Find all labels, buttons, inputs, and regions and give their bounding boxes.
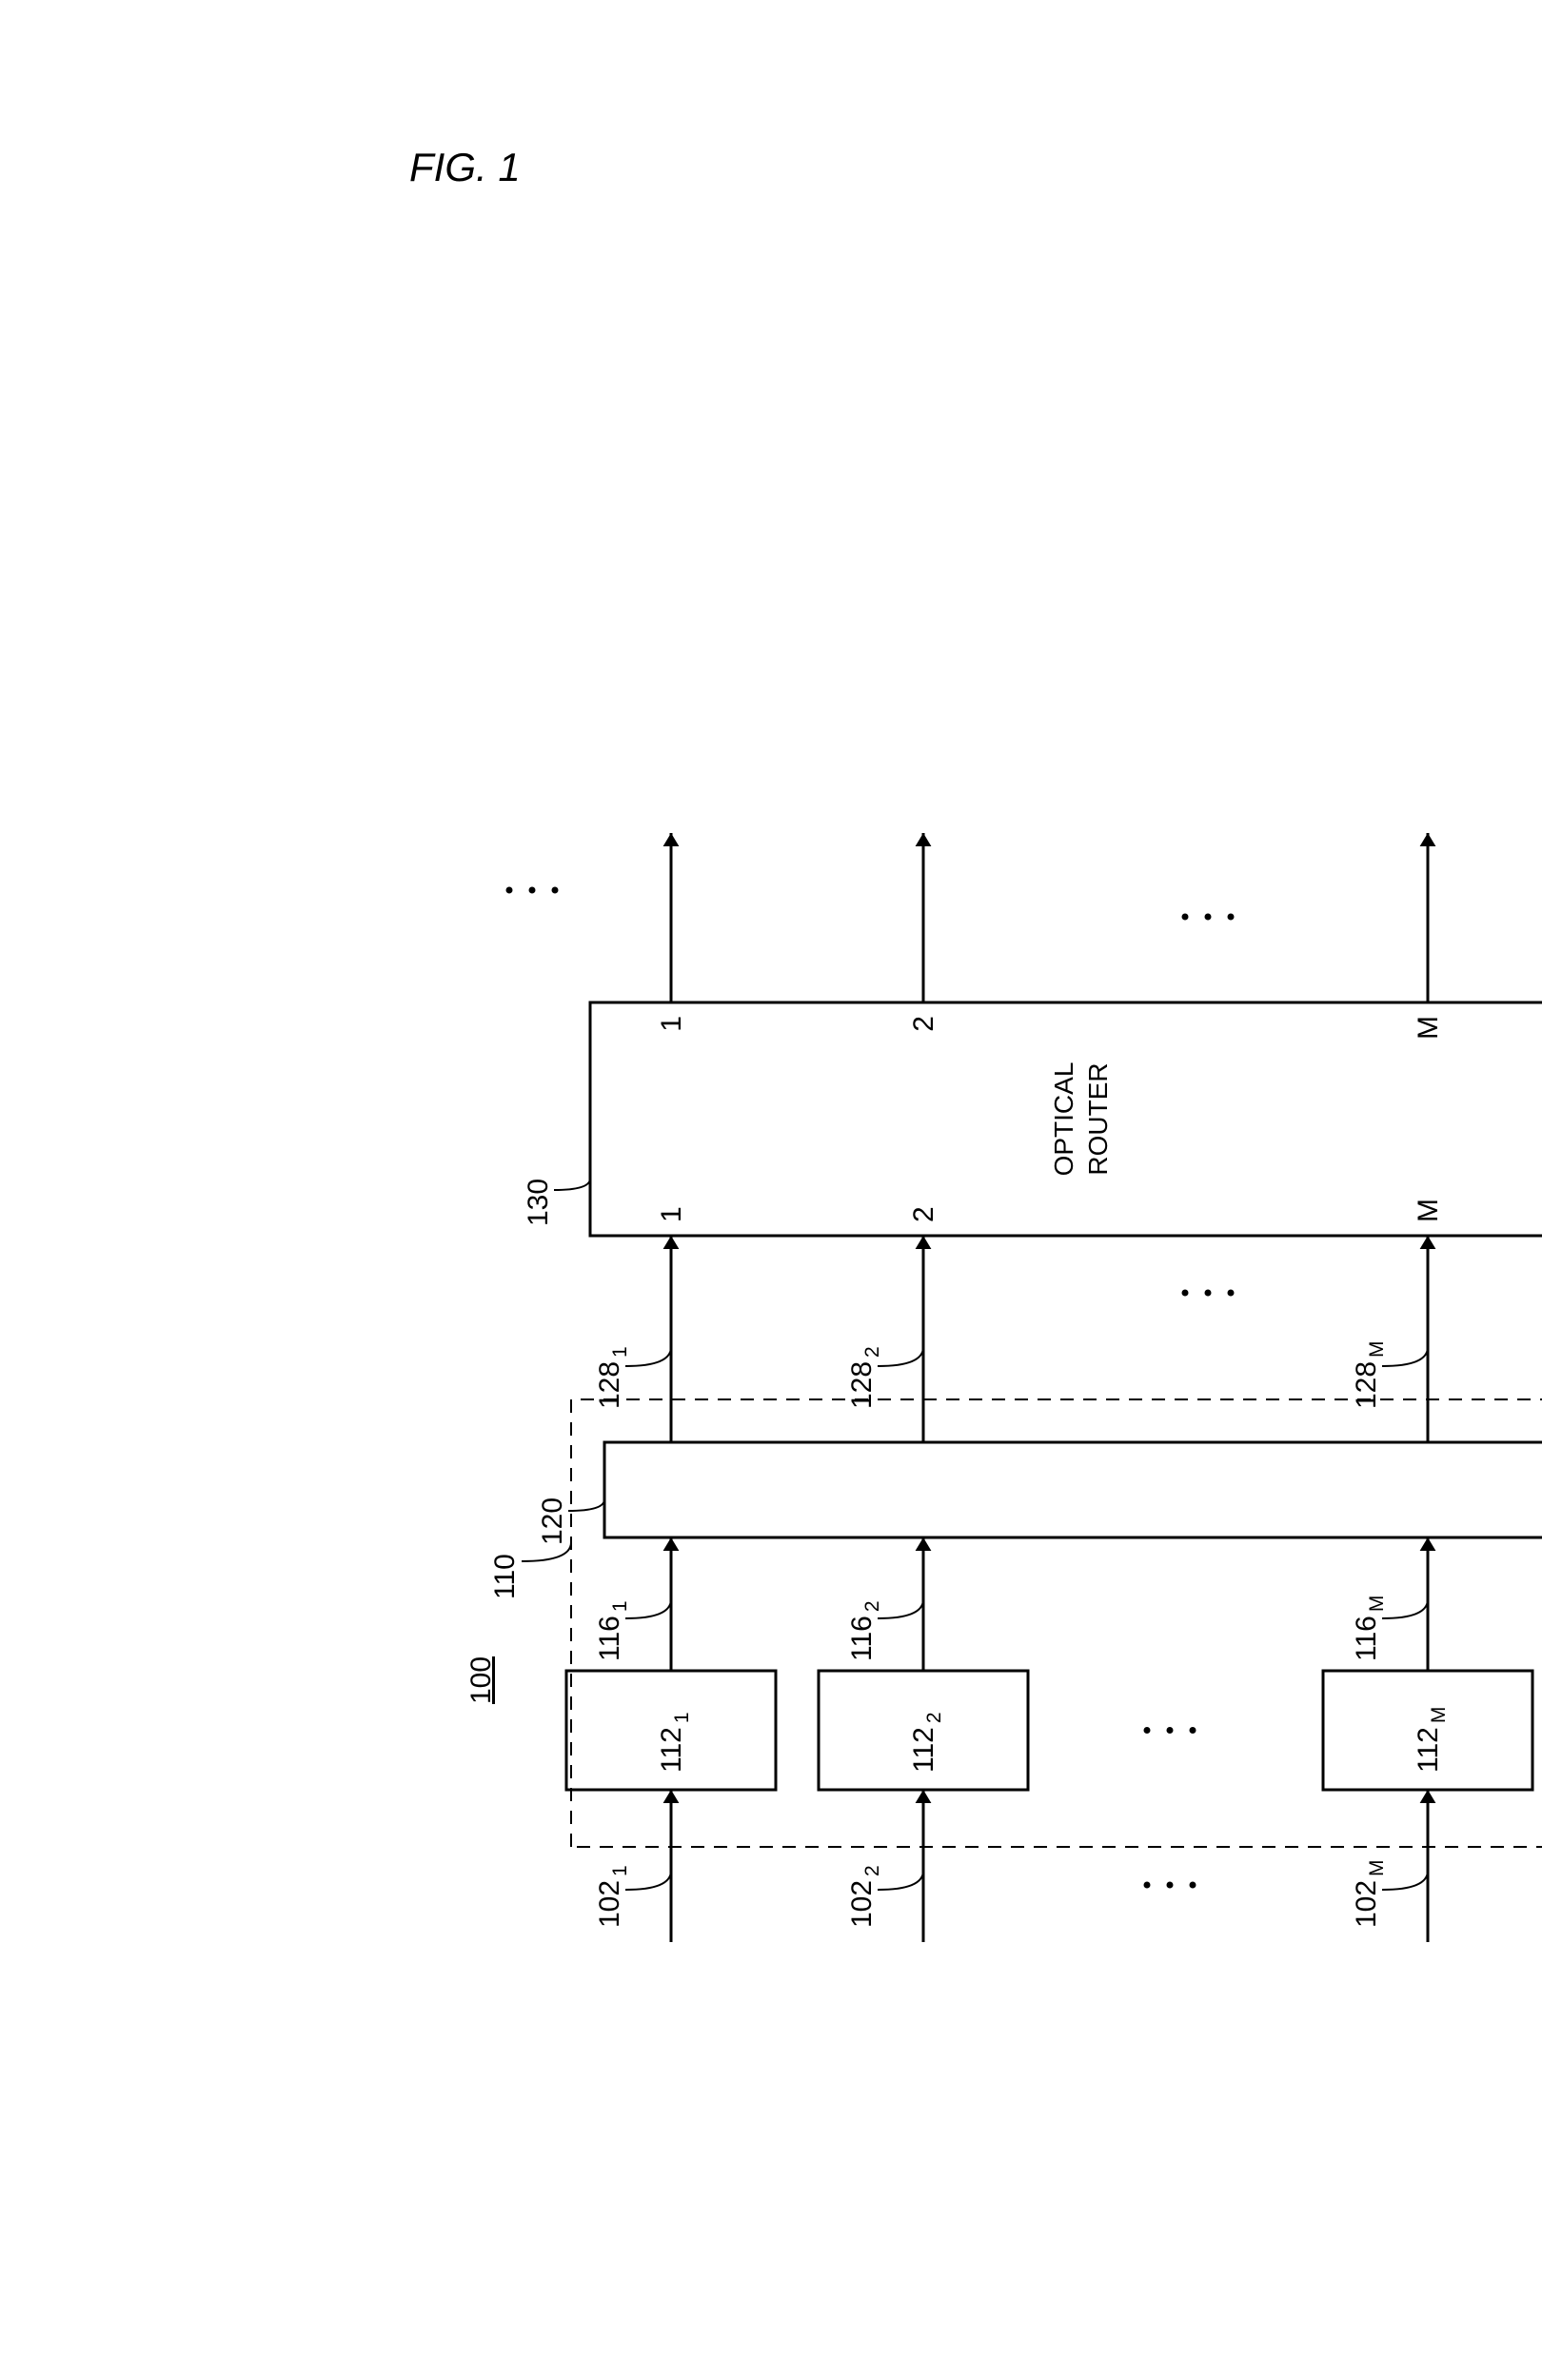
router-out-port: M <box>1413 1016 1444 1040</box>
subsystem-110-box <box>571 1399 1542 1847</box>
arrowhead <box>916 1537 932 1551</box>
ref-102: 102M <box>1351 1859 1388 1928</box>
vdots <box>506 887 513 894</box>
svg-text:1162: 1162 <box>846 1600 883 1661</box>
svg-text:112M: 112M <box>1413 1707 1450 1773</box>
leader <box>625 1871 671 1890</box>
svg-text:1161: 1161 <box>594 1600 631 1661</box>
vdots <box>1144 1882 1151 1889</box>
ref-128: 1281 <box>594 1346 631 1409</box>
leader <box>1382 1871 1428 1890</box>
arrowhead <box>663 1236 680 1249</box>
svg-text:102M: 102M <box>1351 1859 1388 1928</box>
vdots <box>1228 914 1235 921</box>
router-in-port: 1 <box>656 1206 687 1222</box>
ref-116: 116M <box>1351 1596 1388 1661</box>
ref-130: 130 <box>523 1179 554 1226</box>
ref-112: 1122 <box>908 1712 945 1773</box>
vdots <box>1205 914 1212 921</box>
svg-text:1281: 1281 <box>594 1346 631 1409</box>
permuter-120-box <box>604 1442 1542 1537</box>
router-out-port: 1 <box>656 1016 687 1032</box>
svg-text:1021: 1021 <box>594 1865 631 1928</box>
router-label-2: ROUTER <box>1083 1062 1113 1175</box>
vdots <box>1182 914 1189 921</box>
vdots <box>1167 1882 1174 1889</box>
ref-116: 1161 <box>594 1600 631 1661</box>
ref-102: 1021 <box>594 1865 631 1928</box>
vdots <box>529 887 536 894</box>
ref-112: 112M <box>1413 1707 1450 1773</box>
leader <box>625 1599 671 1618</box>
svg-text:1022: 1022 <box>846 1865 883 1928</box>
arrowhead <box>663 1790 680 1803</box>
router-out-port: 2 <box>908 1016 939 1032</box>
leader <box>1382 1599 1428 1618</box>
arrowhead <box>1420 1537 1436 1551</box>
svg-text:116M: 116M <box>1351 1596 1388 1661</box>
ref-100: 100 <box>465 1656 497 1704</box>
leader <box>625 1347 671 1366</box>
vdots <box>1190 1727 1196 1734</box>
arrowhead <box>916 1790 932 1803</box>
arrowhead <box>1420 1790 1436 1803</box>
arrowhead <box>916 833 932 846</box>
ref-102: 1022 <box>846 1865 883 1928</box>
arrowhead <box>1420 1236 1436 1249</box>
arrowhead <box>663 1537 680 1551</box>
leader <box>1382 1347 1428 1366</box>
leader <box>878 1599 923 1618</box>
vdots <box>1205 1290 1212 1297</box>
figure-title: FIG. 1 <box>409 145 521 189</box>
router-label-1: OPTICAL <box>1049 1062 1078 1177</box>
ref-110: 110 <box>489 1554 521 1599</box>
vdots <box>1228 1290 1235 1297</box>
vdots <box>1190 1882 1196 1889</box>
vdots <box>1182 1290 1189 1297</box>
svg-text:1121: 1121 <box>656 1712 693 1773</box>
ref-120: 120 <box>537 1497 568 1545</box>
diagram-rotated-group: 1001101021112111611281102211221162128210… <box>465 833 1542 1942</box>
vdots <box>1144 1727 1151 1734</box>
ref-112: 1121 <box>656 1712 693 1773</box>
arrowhead <box>663 833 680 846</box>
arrowhead <box>1420 833 1436 846</box>
ref-116: 1162 <box>846 1600 883 1661</box>
svg-text:1122: 1122 <box>908 1712 945 1773</box>
vdots <box>1167 1727 1174 1734</box>
vdots <box>552 887 559 894</box>
arrowhead <box>916 1236 932 1249</box>
leader <box>878 1871 923 1890</box>
leader <box>554 1179 590 1190</box>
router-in-port: M <box>1413 1199 1444 1222</box>
router-in-port: 2 <box>908 1206 939 1222</box>
leader <box>878 1347 923 1366</box>
leader <box>568 1499 604 1511</box>
